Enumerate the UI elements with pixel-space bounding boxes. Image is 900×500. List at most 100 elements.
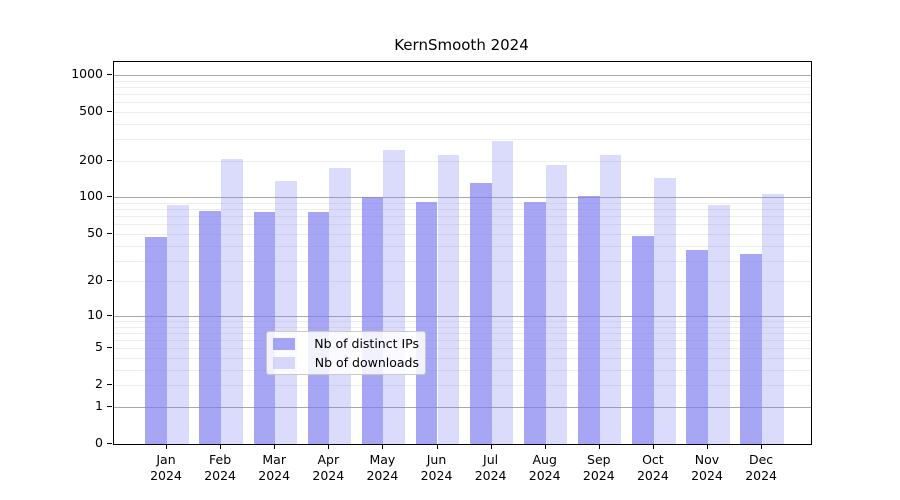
legend-swatch-ips: [273, 337, 295, 350]
y-tick-100: [107, 196, 112, 198]
gridline-minor-8: [114, 326, 811, 328]
bar-downloads-feb: [221, 159, 243, 444]
x-tick-label-feb: Feb 2024: [190, 452, 250, 484]
y-tick-label-20: 20: [87, 272, 103, 288]
bar-downloads-jan: [167, 204, 189, 444]
bar-ips-feb: [199, 210, 222, 444]
x-tick-jul: [490, 444, 492, 449]
y-tick-5: [107, 347, 112, 349]
x-tick-nov: [707, 444, 708, 449]
bar-downloads-apr: [329, 167, 351, 444]
bar-ips-sep: [578, 196, 600, 444]
x-tick-year-aug: 2024: [528, 468, 561, 483]
x-tick-feb: [220, 444, 222, 449]
y-tick-20: [107, 280, 112, 282]
x-tick-label-jun: Jun 2024: [407, 452, 467, 484]
x-tick-label-jan: Jan 2024: [136, 452, 196, 484]
gridline-minor-200: [114, 160, 811, 162]
gridline-minor-50: [114, 233, 811, 235]
bar-ips-jun: [415, 201, 438, 444]
y-tick-200: [107, 159, 112, 161]
bar-downloads-sep: [599, 154, 622, 444]
gridline-major-1000: [114, 74, 811, 76]
gridline-minor-6: [114, 340, 811, 342]
x-tick-oct: [652, 444, 654, 449]
x-tick-year-oct: 2024: [636, 468, 669, 483]
x-tick-label-sep: Sep 2024: [569, 452, 629, 484]
gridline-major-1: [114, 406, 811, 408]
y-tick-label-50: 50: [87, 224, 103, 240]
bar-ips-may: [361, 196, 384, 444]
y-tick-label-1: 1: [95, 397, 103, 413]
x-tick-dec: [761, 444, 763, 449]
bar-downloads-nov: [708, 204, 730, 444]
x-tick-jun: [436, 444, 438, 449]
gridline-minor-900: [114, 80, 811, 82]
gridline-minor-30: [114, 260, 811, 262]
gridline-minor-60: [114, 224, 811, 226]
x-tick-label-nov: Nov 2024: [677, 452, 737, 484]
x-tick-label-mar: Mar 2024: [244, 452, 304, 484]
x-tick-mar: [274, 444, 276, 449]
y-tick-1: [107, 405, 112, 407]
bar-ips-apr: [307, 211, 330, 444]
y-tick-500: [107, 110, 112, 112]
x-tick-year-sep: 2024: [582, 468, 615, 483]
y-tick-50: [107, 232, 112, 234]
y-tick-0: [107, 443, 112, 444]
gridline-minor-3: [114, 369, 811, 371]
y-tick-label-100: 100: [79, 188, 103, 204]
legend-label-ips: Nb of distinct IPs: [314, 336, 419, 351]
x-tick-may: [382, 444, 384, 449]
gridline-minor-9: [114, 321, 811, 322]
legend: Nb of distinct IPs Nb of downloads: [266, 331, 426, 375]
gridline-minor-300: [114, 139, 811, 141]
gridline-minor-5: [114, 348, 811, 350]
x-tick-sep: [598, 444, 600, 449]
bar-ips-nov: [686, 249, 708, 444]
legend-item-downloads: Nb of downloads: [273, 355, 419, 370]
x-tick-apr: [328, 444, 330, 449]
bar-ips-aug: [524, 201, 546, 444]
y-tick-label-0: 0: [95, 435, 103, 450]
legend-swatch-downloads: [273, 356, 295, 369]
x-tick-jan: [166, 444, 167, 449]
legend-label-downloads: Nb of downloads: [314, 355, 419, 370]
gridline-minor-90: [114, 203, 811, 205]
gridline-minor-7: [114, 332, 811, 334]
x-tick-aug: [544, 444, 546, 449]
plot-area: [113, 61, 812, 445]
x-tick-year-mar: 2024: [258, 468, 291, 483]
x-tick-year-may: 2024: [366, 468, 399, 483]
gridline-minor-80: [114, 209, 811, 211]
gridline-minor-700: [114, 93, 811, 95]
x-tick-label-apr: Apr 2024: [298, 452, 358, 484]
gridline-minor-500: [114, 111, 811, 113]
bar-downloads-oct: [653, 177, 676, 444]
gridline-minor-2: [114, 385, 811, 387]
bar-ips-mar: [253, 211, 276, 444]
bar-downloads-aug: [545, 164, 568, 444]
bar-ips-dec: [740, 254, 763, 444]
bar-ips-jan: [145, 237, 167, 444]
y-tick-label-5: 5: [95, 339, 103, 355]
gridline-minor-600: [114, 102, 811, 104]
y-tick-1000: [107, 73, 112, 75]
y-tick-2: [107, 384, 112, 386]
y-tick-label-10: 10: [87, 306, 103, 322]
x-tick-label-oct: Oct 2024: [623, 452, 683, 484]
bar-downloads-jul: [491, 140, 514, 444]
legend-item-distinct-ips: Nb of distinct IPs: [273, 336, 419, 351]
bar-downloads-dec: [762, 193, 784, 444]
x-tick-label-may: May 2024: [352, 452, 412, 484]
gridline-minor-70: [114, 216, 811, 218]
y-tick-10: [107, 314, 112, 316]
gridline-minor-400: [114, 123, 811, 125]
x-tick-year-feb: 2024: [204, 468, 236, 483]
x-tick-year-nov: 2024: [691, 468, 723, 483]
chart-title: KernSmooth 2024: [394, 36, 529, 54]
x-tick-year-jul: 2024: [474, 468, 507, 483]
y-tick-label-1000: 1000: [71, 65, 103, 81]
y-tick-label-2: 2: [95, 376, 103, 392]
